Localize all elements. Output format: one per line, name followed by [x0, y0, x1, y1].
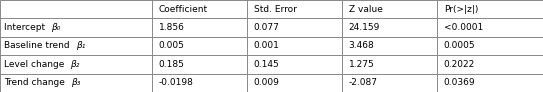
Text: β₀: β₀	[51, 23, 61, 32]
Text: Z value: Z value	[349, 5, 382, 14]
Text: -0.0198: -0.0198	[159, 78, 193, 87]
Text: 24.159: 24.159	[349, 23, 380, 32]
Text: 0.009: 0.009	[254, 78, 280, 87]
Text: Pr(>|z|): Pr(>|z|)	[444, 5, 478, 14]
Text: 0.0369: 0.0369	[444, 78, 475, 87]
Text: 0.001: 0.001	[254, 41, 280, 51]
Text: 1.275: 1.275	[349, 60, 374, 69]
Text: Std. Error: Std. Error	[254, 5, 296, 14]
Text: 0.005: 0.005	[159, 41, 185, 51]
Text: -2.087: -2.087	[349, 78, 377, 87]
Text: Coefficient: Coefficient	[159, 5, 207, 14]
Text: 0.2022: 0.2022	[444, 60, 475, 69]
Text: Trend change: Trend change	[4, 78, 71, 87]
Text: <0.0001: <0.0001	[444, 23, 483, 32]
Text: β₂: β₂	[71, 60, 80, 69]
Text: Baseline trend: Baseline trend	[4, 41, 75, 51]
Text: 0.077: 0.077	[254, 23, 280, 32]
Text: 0.0005: 0.0005	[444, 41, 475, 51]
Text: β₁: β₁	[75, 41, 85, 51]
Text: Level change: Level change	[4, 60, 71, 69]
Text: Intercept: Intercept	[4, 23, 51, 32]
Text: 0.145: 0.145	[254, 60, 279, 69]
Text: β₃: β₃	[71, 78, 80, 87]
Text: 0.185: 0.185	[159, 60, 185, 69]
Text: 1.856: 1.856	[159, 23, 185, 32]
Text: 3.468: 3.468	[349, 41, 374, 51]
